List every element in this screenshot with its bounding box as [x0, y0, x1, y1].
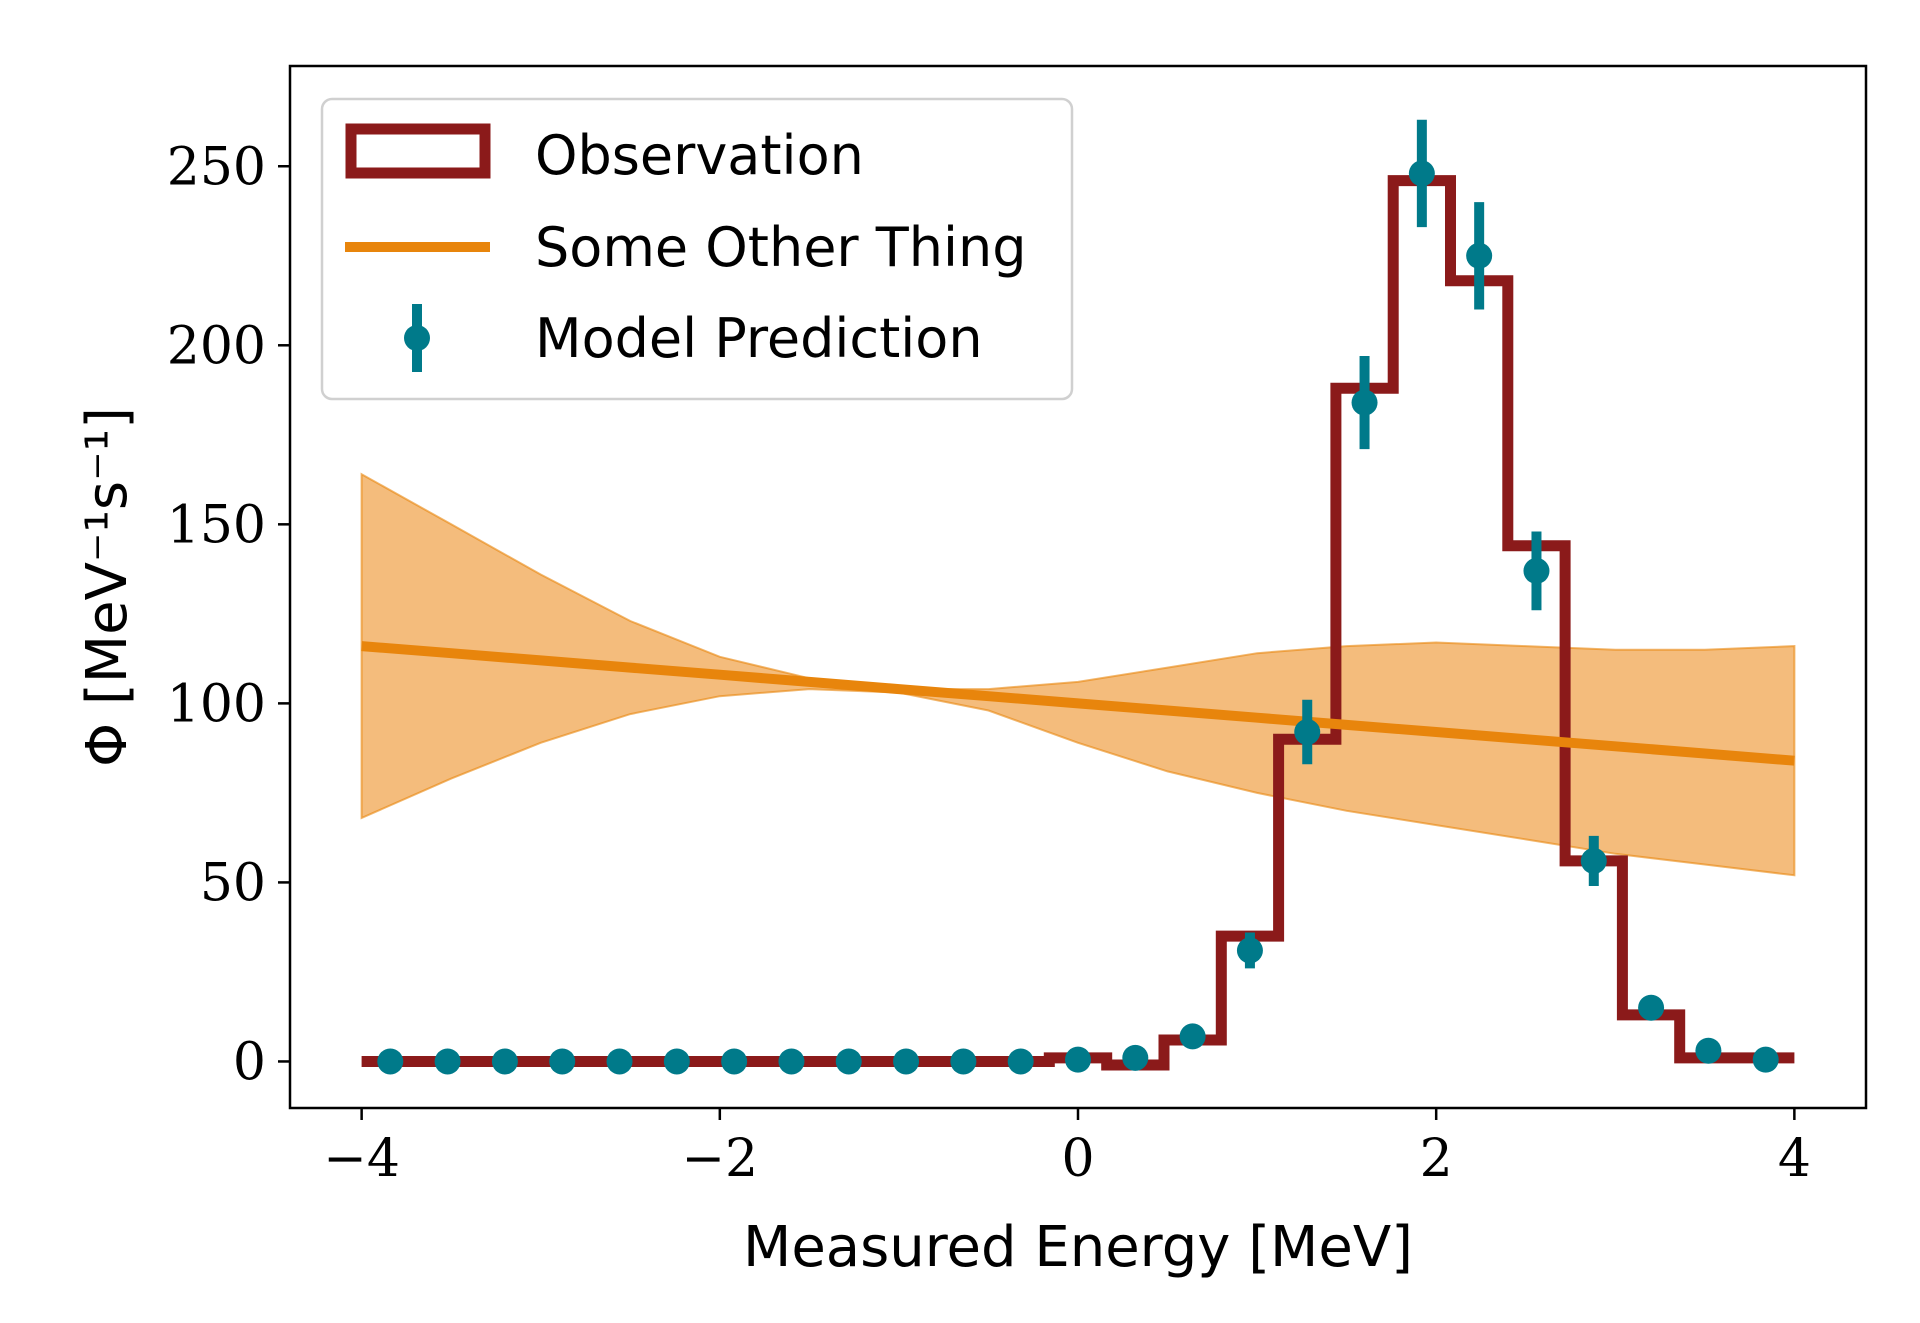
plot-area — [360, 119, 1796, 1075]
legend-label: Model Prediction — [535, 307, 983, 370]
prediction-point — [606, 1048, 633, 1075]
prediction-point — [1580, 847, 1607, 874]
prediction-point — [1122, 1044, 1149, 1071]
y-axis-label: Φ [MeV⁻¹s⁻¹] — [75, 407, 140, 767]
prediction-point — [1695, 1037, 1722, 1064]
prediction-point — [1065, 1046, 1091, 1073]
prediction-point — [778, 1048, 805, 1075]
y-tick-label: 150 — [167, 495, 266, 555]
prediction-point — [549, 1048, 576, 1075]
prediction-point — [1294, 719, 1321, 746]
axes: −4 −2 0 2 4 0 50 100 150 200 250 — [167, 64, 1868, 1189]
legend-label: Some Other Thing — [535, 216, 1027, 279]
prediction-point — [1236, 937, 1263, 964]
prediction-point — [1408, 160, 1435, 187]
y-tick-label: 100 — [167, 674, 266, 734]
x-axis-label: Measured Energy [MeV] — [743, 1215, 1413, 1280]
x-tick-label: 0 — [1061, 1129, 1094, 1189]
prediction-point — [835, 1048, 862, 1075]
legend-prediction-point — [404, 325, 430, 351]
prediction-point — [663, 1048, 690, 1075]
legend-observation-swatch — [345, 123, 491, 179]
y-tick-label: 250 — [167, 137, 266, 197]
prediction-point — [491, 1048, 518, 1075]
prediction-point — [950, 1048, 977, 1075]
prediction-point — [1007, 1048, 1034, 1075]
x-tick-label: −4 — [323, 1129, 400, 1189]
y-tick-label: 0 — [233, 1032, 266, 1092]
legend-box — [320, 97, 1074, 401]
legend-label: Observation — [535, 124, 864, 187]
x-tick-label: −2 — [681, 1129, 758, 1189]
prediction-point — [893, 1048, 920, 1075]
prediction-point — [721, 1048, 748, 1075]
observation-histogram — [361, 175, 1795, 1071]
x-tick-label: 2 — [1420, 1129, 1453, 1189]
other-thing-line — [361, 641, 1795, 766]
prediction-point — [1752, 1046, 1779, 1073]
prediction-point — [1466, 242, 1493, 269]
prediction-point — [1523, 557, 1550, 584]
prediction-point — [1351, 389, 1378, 416]
prediction-point — [434, 1048, 461, 1075]
y-tick-label: 50 — [200, 853, 266, 913]
legend: Observation Some Other Thing Model Predict… — [320, 97, 1074, 401]
prediction-point — [1638, 994, 1665, 1021]
prediction-point — [377, 1048, 404, 1075]
prediction-point — [1179, 1023, 1206, 1050]
plot-content — [360, 119, 1796, 1075]
x-tick-label: 4 — [1778, 1129, 1811, 1189]
y-tick-label: 200 — [167, 316, 266, 376]
